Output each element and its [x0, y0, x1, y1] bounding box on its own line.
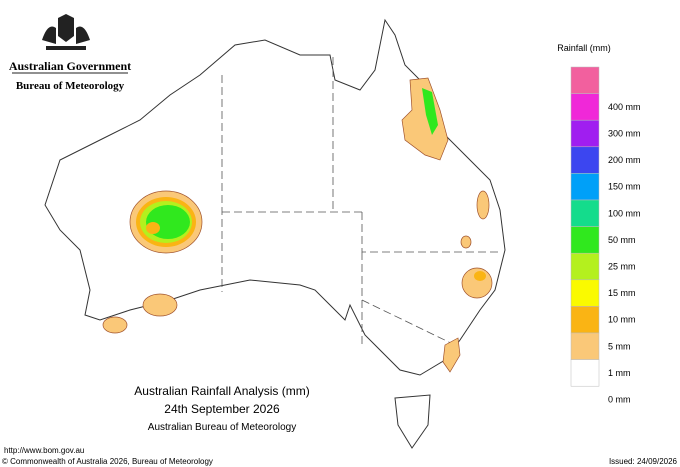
legend-label: 0 mm — [608, 395, 631, 405]
footer-url: http://www.bom.gov.au — [4, 446, 84, 455]
legend-label: 300 mm — [608, 129, 641, 139]
legend-label: 150 mm — [608, 182, 641, 192]
legend-swatch — [570, 359, 600, 387]
legend-swatch — [570, 252, 600, 281]
legend-label: 400 mm — [608, 102, 641, 112]
footer-copyright: © Commonwealth of Australia 2026, Bureau… — [2, 457, 213, 466]
legend-label: 25 mm — [608, 262, 636, 272]
legend-swatch — [570, 306, 600, 334]
legend-swatch — [570, 93, 600, 121]
caption-date: 24th September 2026 — [164, 402, 280, 416]
mainland — [44, 18, 506, 376]
legend-swatch — [570, 199, 600, 227]
legend-swatch — [570, 119, 600, 148]
legend-label: 200 mm — [608, 155, 641, 165]
legend-label: 1 mm — [608, 368, 631, 378]
legend-swatch — [570, 173, 600, 201]
legend-swatch — [570, 332, 600, 360]
legend-swatch — [570, 146, 600, 174]
header-line1: Australian Government — [9, 59, 131, 73]
header-line2: Bureau of Meteorology — [16, 80, 125, 92]
legend-swatch — [570, 226, 600, 254]
map — [44, 18, 506, 449]
legend: Rainfall (mm) 400 mm 300 mm 200 mm 150 mm 10… — [557, 43, 640, 405]
legend-label: 10 mm — [608, 315, 636, 325]
tasmania — [394, 394, 431, 449]
legend-label: 15 mm — [608, 288, 636, 298]
state-borders — [221, 57, 500, 346]
legend-label: 50 mm — [608, 235, 636, 245]
caption-title: Australian Rainfall Analysis (mm) — [134, 384, 309, 398]
legend-swatch — [570, 279, 600, 307]
legend-label: 5 mm — [608, 341, 631, 351]
legend-label: 100 mm — [608, 208, 641, 218]
crest — [42, 14, 90, 50]
legend-title: Rainfall (mm) — [557, 43, 611, 53]
caption-source: Australian Bureau of Meteorology — [148, 422, 296, 433]
rainfall-areas — [102, 77, 493, 373]
legend-swatch — [570, 66, 600, 94]
footer-issued: Issued: 24/09/2026 — [609, 457, 678, 466]
